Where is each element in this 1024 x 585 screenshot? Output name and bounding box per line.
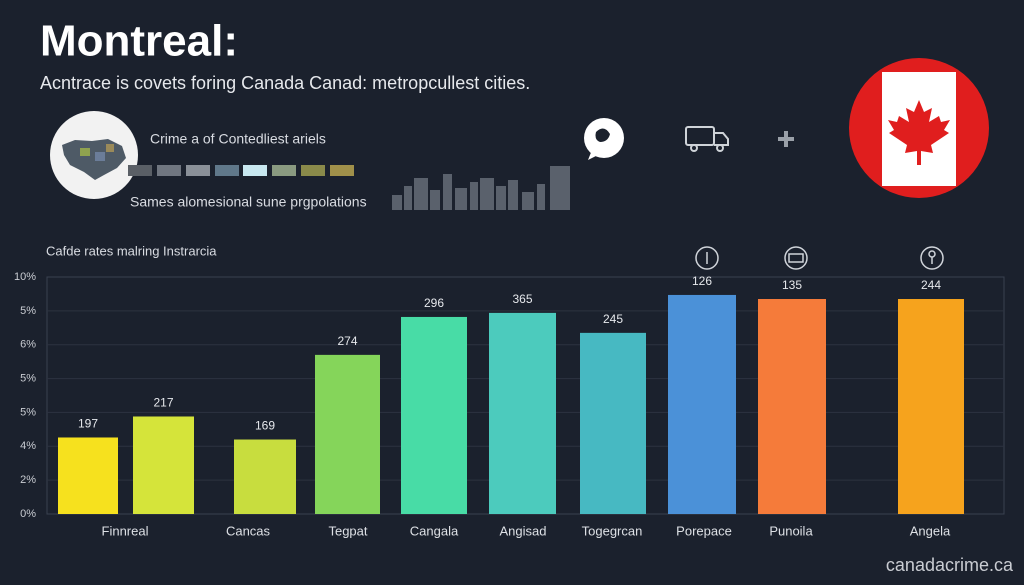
y-tick-label: 0% [20,508,36,520]
speech-icon [584,118,624,160]
bar-label: 274 [337,334,357,348]
bar-label: 169 [255,419,275,433]
bar-label: 365 [512,292,532,306]
bar [234,439,296,514]
y-tick-label: 5% [20,305,36,317]
y-tick-label: 2% [20,474,36,486]
bar-label: 135 [782,278,802,292]
chart-title: Cafde rates malring Instrarcia [46,243,217,258]
canada-flag [849,58,989,198]
footer: canadacrime.ca [886,555,1014,575]
x-tick-label: Punoila [769,523,813,538]
bar [668,294,736,514]
bar [401,316,467,514]
x-tick-label: Togegrcan [582,523,643,538]
bar [315,354,380,514]
bar-label: 217 [153,396,173,410]
map-icon [50,111,138,199]
x-tick-label: Angisad [500,523,547,538]
bar [489,312,556,514]
truck-icon [685,126,729,152]
legend-swatches [128,165,354,176]
subtitle: Acntrace is covets foring Canada Canad: … [40,73,530,93]
x-tick-label: Cangala [410,523,459,538]
bar [58,437,118,514]
bar [898,299,964,514]
x-tick-label: Cancas [226,523,271,538]
bar [758,299,826,514]
y-tick-label: 10% [14,271,36,283]
plus-icon [778,131,794,147]
bar-icons [695,246,944,270]
y-tick-label: 5% [20,406,36,418]
x-tick-label: Porepace [676,523,732,538]
bar-label: 244 [921,278,941,292]
legend-caption: Sames alomesional sune prgpolations [130,194,367,210]
title: Montreal: [40,17,238,66]
x-tick-label: Angela [910,523,951,538]
x-tick-label: Tegpat [328,523,367,538]
y-tick-label: 5% [20,372,36,384]
bar [580,332,646,514]
bar-label: 126 [692,274,712,288]
y-tick-label: 4% [20,440,36,452]
y-tick-label: 6% [20,339,36,351]
x-tick-label: Finnreal [102,523,149,538]
bar-label: 197 [78,417,98,431]
bar-label: 245 [603,312,623,326]
skyline [392,166,570,210]
bar [133,416,194,514]
legend-title: Crime a of Contedliest ariels [150,131,326,147]
bar-label: 296 [424,296,444,310]
